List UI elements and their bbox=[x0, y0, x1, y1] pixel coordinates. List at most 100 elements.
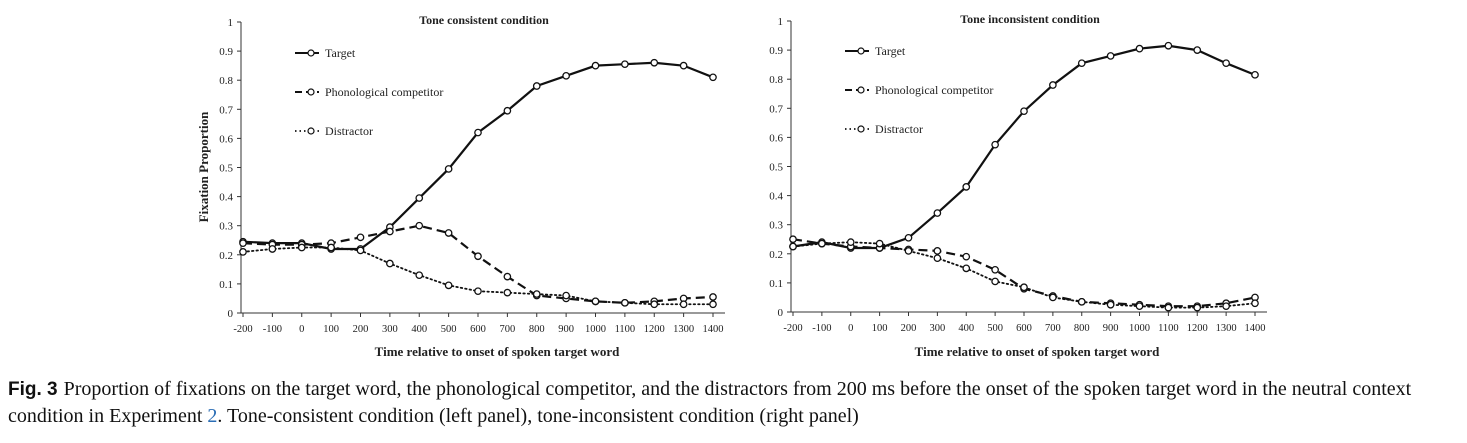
panel2-series-line-solid bbox=[792, 44, 1256, 250]
panel1-x-tick-label: 600 bbox=[470, 324, 486, 335]
panel1-legend-label: Distractor bbox=[325, 124, 373, 138]
panel2-data-point-dotted bbox=[1164, 303, 1173, 312]
panel2-y-tick-label: 0 bbox=[778, 307, 784, 319]
panel2-data-point-solid bbox=[1193, 46, 1202, 54]
panel1-data-point-solid bbox=[444, 165, 453, 173]
panel2-data-point-solid bbox=[904, 233, 913, 242]
panel1-data-point-dotted bbox=[415, 271, 424, 280]
panel1-legend-marker-dotted bbox=[307, 127, 315, 135]
panel2-x-tick-label: 1300 bbox=[1216, 323, 1237, 334]
panel2-x-tick-label: 1100 bbox=[1158, 323, 1179, 334]
panel2-data-point-dotted bbox=[1106, 300, 1115, 309]
panel1-data-point-dashed bbox=[474, 252, 482, 261]
panel2-x-tick-label: 300 bbox=[930, 323, 946, 334]
figure: 00.10.20.30.40.50.60.70.80.91-200 -100 0 10… bbox=[196, 12, 1267, 359]
panel2-series-line-dashed bbox=[792, 238, 1256, 308]
panel1-y-tick-label: 0.6 bbox=[219, 133, 233, 145]
panel2-data-point-dotted bbox=[1077, 297, 1086, 306]
panel1-data-point-dashed bbox=[503, 272, 512, 281]
panel1-y-tick-label: 1 bbox=[228, 17, 234, 29]
panel2-y-tick-label: 0.7 bbox=[769, 103, 783, 115]
panel2-y-tick-label: 0.4 bbox=[769, 191, 783, 203]
caption-experiment-link[interactable]: 2 bbox=[207, 405, 218, 427]
panel2-y-tick-label: 0.5 bbox=[769, 162, 783, 174]
panel1-x-tick-label: 1400 bbox=[703, 324, 724, 335]
panel1-y-tick-label: 0.3 bbox=[219, 221, 233, 233]
panel1-data-point-solid bbox=[503, 106, 512, 115]
panel1-data-point-dotted bbox=[650, 300, 659, 309]
panel2-legend-label: Target bbox=[875, 44, 906, 58]
panel1-y-tick-label: 0.5 bbox=[219, 163, 233, 175]
panel1-data-point-dashed bbox=[356, 233, 365, 242]
panel2-x-tick-label: 1000 bbox=[1129, 323, 1150, 334]
panel2-data-point-dotted bbox=[962, 264, 971, 273]
panel1-data-point-dotted bbox=[356, 246, 365, 255]
panel1-x-tick-label: 1000 bbox=[585, 324, 606, 335]
panel1-x-tick-label: -100 bbox=[263, 324, 282, 335]
panel2-data-point-dashed bbox=[789, 235, 797, 244]
panel2-data-point-dotted bbox=[1020, 283, 1028, 292]
panel1-data-point-dashed bbox=[444, 229, 453, 237]
panel2-x-tick-label: 500 bbox=[987, 323, 1003, 334]
panel2-x-axis-label: Time relative to onset of spoken target … bbox=[915, 344, 1160, 359]
panel1-data-point-dotted bbox=[562, 291, 570, 300]
panel2-data-point-dotted bbox=[875, 239, 884, 248]
panel2-data-point-solid bbox=[1251, 70, 1259, 79]
panel2-y-tick-label: 0.3 bbox=[769, 220, 783, 232]
panel1-x-tick-label: 100 bbox=[323, 324, 339, 335]
panel1-y-axis-label: Fixation Proportion bbox=[196, 111, 211, 222]
panel2-y-tick-label: 0.9 bbox=[769, 45, 783, 57]
panel1-x-tick-label: 900 bbox=[558, 324, 574, 335]
panel2-chart-title: Tone inconsistent condition bbox=[960, 12, 1100, 26]
panel1-chart-title: Tone consistent condition bbox=[419, 13, 549, 27]
panel2-data-point-dotted bbox=[789, 242, 797, 251]
panel1-data-point-solid bbox=[709, 73, 717, 82]
panel1-x-tick-label: 300 bbox=[382, 324, 398, 335]
panel2-data-point-solid bbox=[1020, 107, 1028, 116]
panel1-data-point-dotted bbox=[268, 245, 277, 253]
caption-label: Fig. 3 bbox=[8, 379, 58, 400]
panel1-y-tick-label: 0.8 bbox=[219, 75, 233, 87]
panel1-y-tick-label: 0.9 bbox=[219, 46, 233, 58]
panel1-x-tick-label: 700 bbox=[500, 324, 516, 335]
panel1-x-tick-label: 400 bbox=[411, 324, 427, 335]
panel2-y-tick-label: 0.8 bbox=[769, 74, 783, 86]
panel2-legend-marker-solid bbox=[857, 47, 865, 55]
panel2-data-point-solid bbox=[991, 140, 999, 149]
panel2-series-line-dotted bbox=[792, 241, 1256, 309]
panel2-data-point-solid bbox=[1106, 52, 1115, 60]
panel1-x-tick-label: 1300 bbox=[673, 324, 694, 335]
panel2-x-tick-label: 400 bbox=[958, 323, 974, 334]
panel2-data-point-dotted bbox=[933, 254, 942, 263]
panel2-data-point-dotted bbox=[904, 247, 913, 255]
panel2-legend-label: Distractor bbox=[875, 122, 923, 136]
panel1-data-point-dotted bbox=[621, 298, 629, 307]
panel1-x-tick-label: 1100 bbox=[615, 324, 636, 335]
panel1-data-point-dotted bbox=[709, 300, 717, 309]
panel1-data-point-solid bbox=[415, 194, 424, 202]
panel2-data-point-dashed bbox=[933, 247, 942, 255]
panel2-legend-marker-dotted bbox=[857, 125, 865, 133]
panel2-x-tick-label: 100 bbox=[872, 323, 888, 334]
panel1-data-point-dotted bbox=[591, 297, 600, 306]
panel2-data-point-solid bbox=[1135, 44, 1144, 53]
caption-text-end: . Tone-consistent condition (left panel)… bbox=[217, 405, 859, 427]
panel1-legend-marker-solid bbox=[307, 49, 315, 57]
caption-text: Proportion of fixations on the target wo… bbox=[8, 378, 1412, 427]
panel2-data-point-solid bbox=[1077, 59, 1086, 68]
figure-caption: Fig. 3 Proportion of fixations on the tar… bbox=[8, 376, 1463, 430]
panel2-data-point-dotted bbox=[1193, 303, 1202, 312]
panel1-data-point-solid bbox=[562, 71, 570, 80]
panel2-x-tick-label: 700 bbox=[1045, 323, 1061, 334]
panel2-data-point-dotted bbox=[1135, 302, 1144, 311]
panel2-data-point-solid bbox=[1164, 41, 1173, 50]
panel2-data-point-dotted bbox=[1251, 299, 1259, 308]
panel1-data-point-dotted bbox=[679, 300, 688, 309]
panel1-y-tick-label: 0 bbox=[228, 308, 234, 320]
panel1-legend-label: Phonological competitor bbox=[325, 85, 443, 99]
panel1-data-point-dotted bbox=[474, 287, 482, 296]
panel2-x-tick-label: -200 bbox=[783, 323, 802, 334]
panel1-legend-label: Target bbox=[325, 46, 356, 60]
panel2-legend-label: Phonological competitor bbox=[875, 83, 993, 97]
panel2-y-tick-label: 0.6 bbox=[769, 132, 783, 144]
